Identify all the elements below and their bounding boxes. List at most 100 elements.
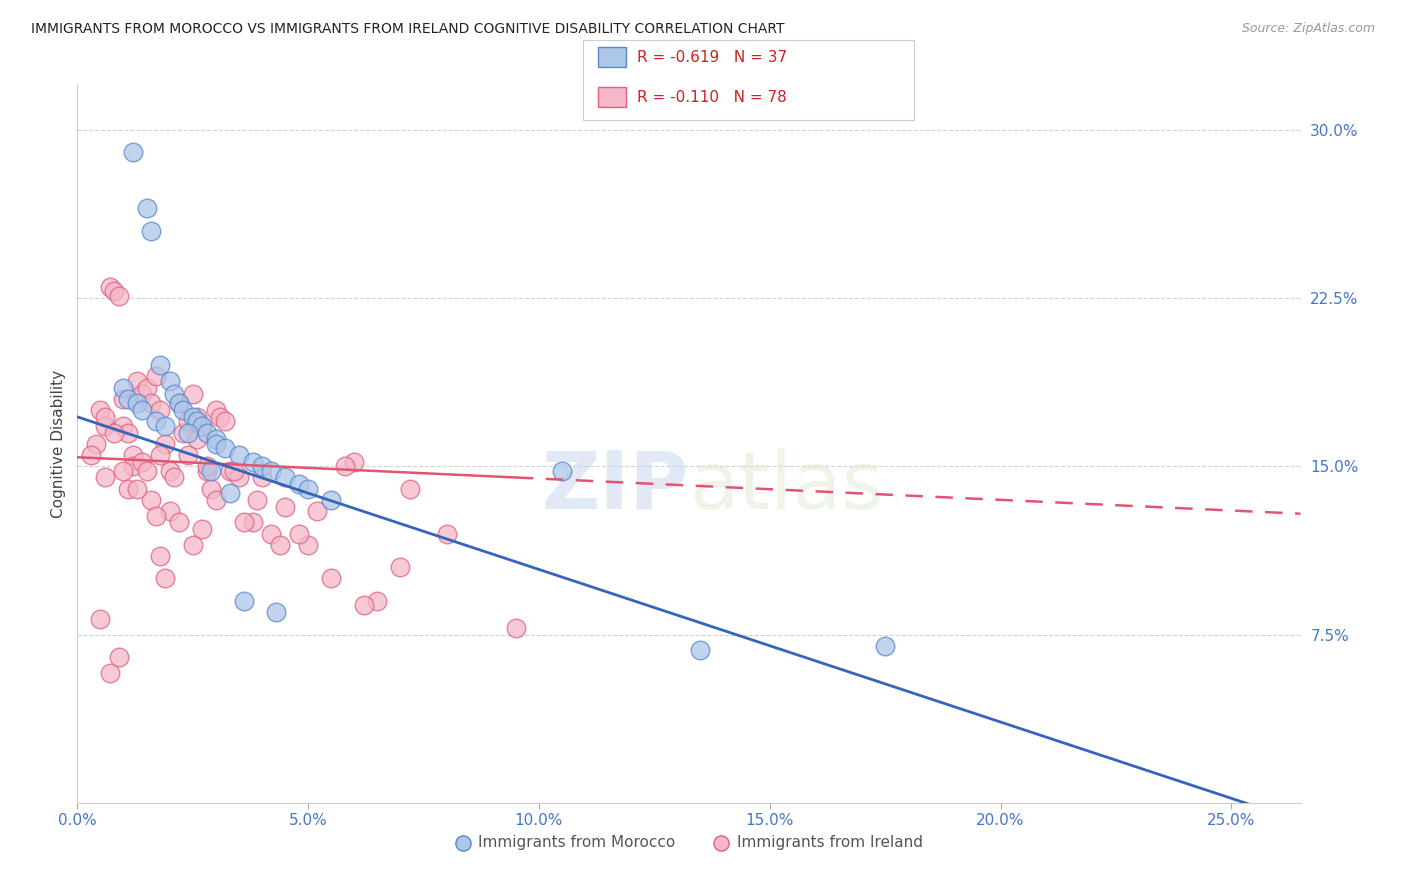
- Point: [389, 560, 412, 574]
- Point: [108, 649, 131, 664]
- Point: [127, 482, 149, 496]
- Point: [204, 492, 226, 507]
- Point: [117, 482, 139, 496]
- Point: [398, 482, 420, 496]
- Point: [242, 455, 264, 469]
- Point: [218, 486, 240, 500]
- Point: [343, 455, 366, 469]
- Point: [274, 500, 297, 514]
- Point: [135, 201, 157, 215]
- Point: [177, 425, 200, 440]
- Point: [297, 482, 319, 496]
- Point: [131, 403, 153, 417]
- Point: [228, 448, 250, 462]
- Point: [167, 396, 190, 410]
- Point: [250, 459, 273, 474]
- Point: [191, 522, 214, 536]
- Point: [149, 549, 172, 563]
- Point: [149, 448, 172, 462]
- Point: [242, 516, 264, 530]
- Point: [689, 643, 711, 657]
- Point: [200, 482, 222, 496]
- Point: [551, 464, 574, 478]
- Point: [112, 464, 135, 478]
- Point: [112, 418, 135, 433]
- Text: R = -0.619   N = 37: R = -0.619 N = 37: [637, 50, 787, 64]
- Point: [117, 425, 139, 440]
- Point: [288, 526, 311, 541]
- Point: [250, 470, 273, 484]
- Point: [173, 403, 195, 417]
- Point: [145, 369, 167, 384]
- Point: [177, 414, 200, 428]
- Point: [135, 381, 157, 395]
- Point: [186, 409, 208, 424]
- Point: [181, 538, 204, 552]
- Point: [103, 425, 125, 440]
- Point: [232, 594, 254, 608]
- Point: [436, 526, 458, 541]
- Point: [214, 414, 236, 428]
- Point: [204, 436, 226, 450]
- Point: [94, 409, 117, 424]
- Point: [191, 418, 214, 433]
- Point: [98, 279, 121, 293]
- Point: [288, 477, 311, 491]
- Point: [232, 516, 254, 530]
- Point: [163, 387, 186, 401]
- Point: [260, 464, 283, 478]
- Point: [204, 403, 226, 417]
- Point: [127, 396, 149, 410]
- Point: [149, 403, 172, 417]
- Point: [321, 571, 343, 585]
- Point: [218, 464, 240, 478]
- Point: [84, 436, 107, 450]
- Point: [153, 418, 176, 433]
- Point: [127, 374, 149, 388]
- Point: [307, 504, 329, 518]
- Point: [274, 470, 297, 484]
- Point: [297, 538, 319, 552]
- Point: [131, 455, 153, 469]
- Point: [112, 392, 135, 406]
- Point: [145, 508, 167, 523]
- Point: [264, 605, 287, 619]
- Point: [200, 464, 222, 478]
- Point: [186, 432, 208, 446]
- Point: [153, 436, 176, 450]
- Point: [181, 387, 204, 401]
- Text: ZIP: ZIP: [541, 448, 689, 526]
- Point: [875, 639, 897, 653]
- Text: IMMIGRANTS FROM MOROCCO VS IMMIGRANTS FROM IRELAND COGNITIVE DISABILITY CORRELAT: IMMIGRANTS FROM MOROCCO VS IMMIGRANTS FR…: [31, 22, 785, 37]
- Point: [366, 594, 388, 608]
- Point: [167, 516, 190, 530]
- Point: [117, 392, 139, 406]
- Point: [333, 459, 356, 474]
- Point: [505, 621, 527, 635]
- Point: [228, 470, 250, 484]
- Point: [135, 464, 157, 478]
- Text: R = -0.110   N = 78: R = -0.110 N = 78: [637, 90, 787, 104]
- Point: [103, 284, 125, 298]
- Point: [163, 470, 186, 484]
- Point: [167, 396, 190, 410]
- Point: [195, 464, 218, 478]
- Point: [159, 464, 181, 478]
- Point: [112, 381, 135, 395]
- Point: [98, 665, 121, 680]
- Point: [80, 448, 103, 462]
- Point: [121, 145, 143, 159]
- Point: [353, 599, 375, 613]
- Point: [121, 448, 143, 462]
- Point: [321, 492, 343, 507]
- Point: [195, 425, 218, 440]
- Point: [94, 470, 117, 484]
- Point: [204, 432, 226, 446]
- Point: [214, 442, 236, 456]
- Text: Source: ZipAtlas.com: Source: ZipAtlas.com: [1241, 22, 1375, 36]
- Point: [89, 403, 111, 417]
- Point: [209, 409, 232, 424]
- Point: [181, 409, 204, 424]
- Point: [186, 414, 208, 428]
- Point: [159, 374, 181, 388]
